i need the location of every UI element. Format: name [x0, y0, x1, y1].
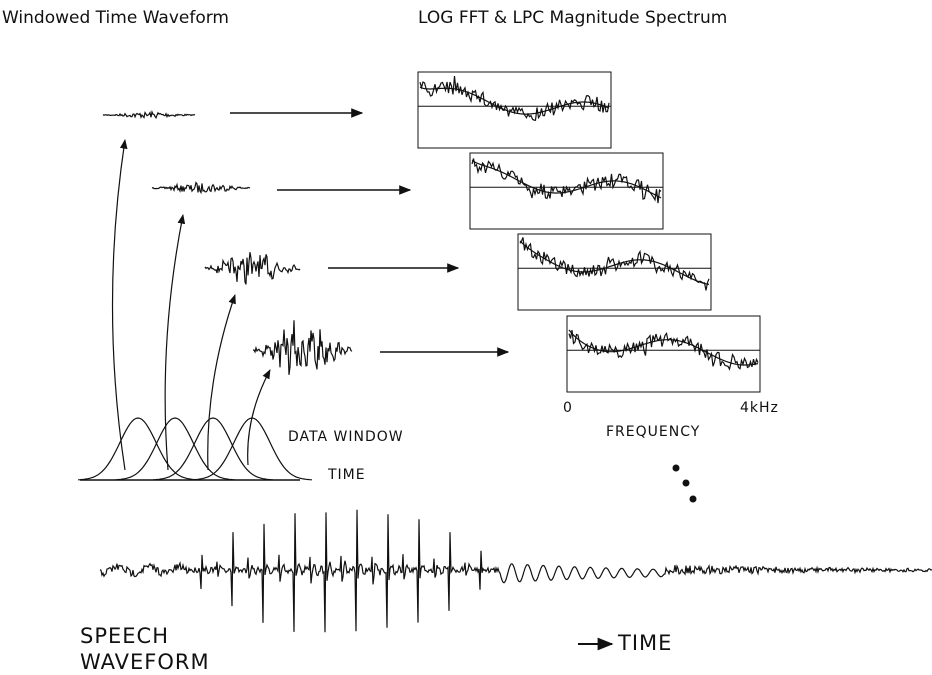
- fft-spectrum: [519, 237, 710, 291]
- windowed-waveform: [102, 109, 196, 120]
- right-title: LOG FFT & LPC Magnitude Spectrum: [418, 8, 727, 28]
- fft-spectrum: [471, 158, 662, 204]
- waveform-label: WAVEFORM: [80, 650, 210, 674]
- spectrum-box: [517, 233, 712, 311]
- spectrum-box: [469, 152, 664, 230]
- frequency-label: FREQUENCY: [606, 424, 700, 440]
- data-window: [114, 417, 236, 481]
- freq-start-label: 0: [563, 400, 573, 416]
- spectrum-box: [566, 315, 761, 393]
- data-window: [77, 417, 199, 481]
- curved-arrow: [207, 294, 236, 471]
- data-window-label: DATA WINDOW: [288, 429, 404, 445]
- windowed-waveform: [252, 320, 353, 375]
- speech-label: SPEECH: [80, 624, 169, 648]
- curved-arrow: [111, 139, 128, 471]
- lpc-spectrum: [519, 240, 710, 285]
- spectrum-box: [417, 71, 612, 149]
- curved-arrow: [247, 369, 271, 466]
- data-window: [152, 417, 274, 481]
- ellipsis-dot: [689, 495, 697, 503]
- lpc-spectrum: [419, 86, 610, 115]
- ellipsis-dot: [682, 479, 690, 487]
- lpc-spectrum: [471, 159, 662, 199]
- windowed-waveform: [151, 181, 251, 195]
- left-title: Windowed Time Waveform: [2, 8, 229, 28]
- curved-arrow: [164, 214, 186, 471]
- windowed-waveform: [204, 252, 301, 285]
- ellipsis-dot: [672, 464, 680, 472]
- fft-spectrum: [568, 329, 759, 371]
- window-time-label: TIME: [327, 467, 366, 483]
- speech-waveform: [99, 509, 932, 633]
- lpc-spectrum: [568, 329, 759, 366]
- freq-end-label: 4kHz: [740, 400, 779, 416]
- time-label: TIME: [617, 631, 672, 655]
- drawings: [77, 71, 932, 633]
